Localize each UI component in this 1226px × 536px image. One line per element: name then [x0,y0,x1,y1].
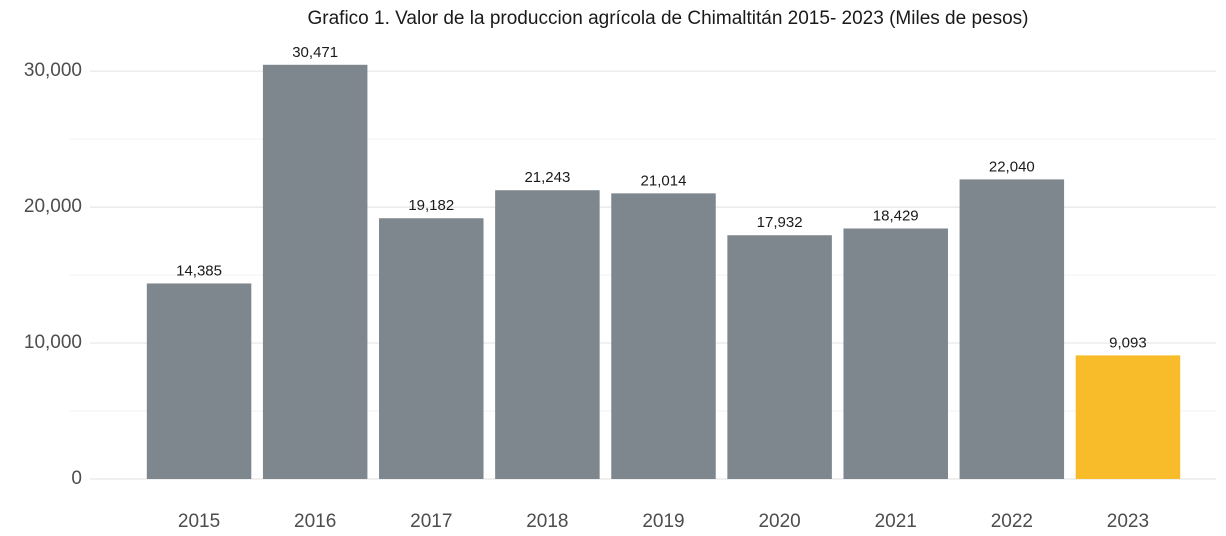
x-tick-label: 2023 [1107,511,1149,532]
x-tick-label: 2022 [991,511,1033,532]
bar [843,228,948,479]
value-label: 17,932 [757,214,803,231]
y-tick-label: 10,000 [24,332,82,353]
value-label: 18,429 [873,207,919,224]
x-tick-label: 2015 [178,511,220,532]
x-tick-label: 2017 [410,511,452,532]
chart-title: Grafico 1. Valor de la produccion agríco… [308,8,1029,29]
bar [146,283,252,479]
value-label: 19,182 [408,197,454,214]
bar [959,179,1065,480]
x-tick-label: 2021 [875,511,917,532]
x-tick-label: 2020 [758,511,800,532]
y-tick-label: 30,000 [24,60,82,81]
value-label: 9,093 [1109,334,1147,351]
bar [262,64,368,479]
bar [495,190,600,479]
bar [727,235,832,479]
value-label: 22,040 [989,158,1035,175]
x-tick-label: 2019 [642,511,684,532]
bar [1075,355,1181,479]
value-label: 30,471 [292,44,338,61]
value-label: 14,385 [176,262,222,279]
x-tick-label: 2016 [294,511,336,532]
value-label: 21,243 [524,169,570,186]
value-label: 21,014 [641,172,687,189]
y-tick-label: 0 [71,468,82,489]
bar [611,193,716,479]
x-tick-label: 2018 [526,511,568,532]
bar [379,218,484,479]
y-tick-label: 20,000 [24,196,82,217]
